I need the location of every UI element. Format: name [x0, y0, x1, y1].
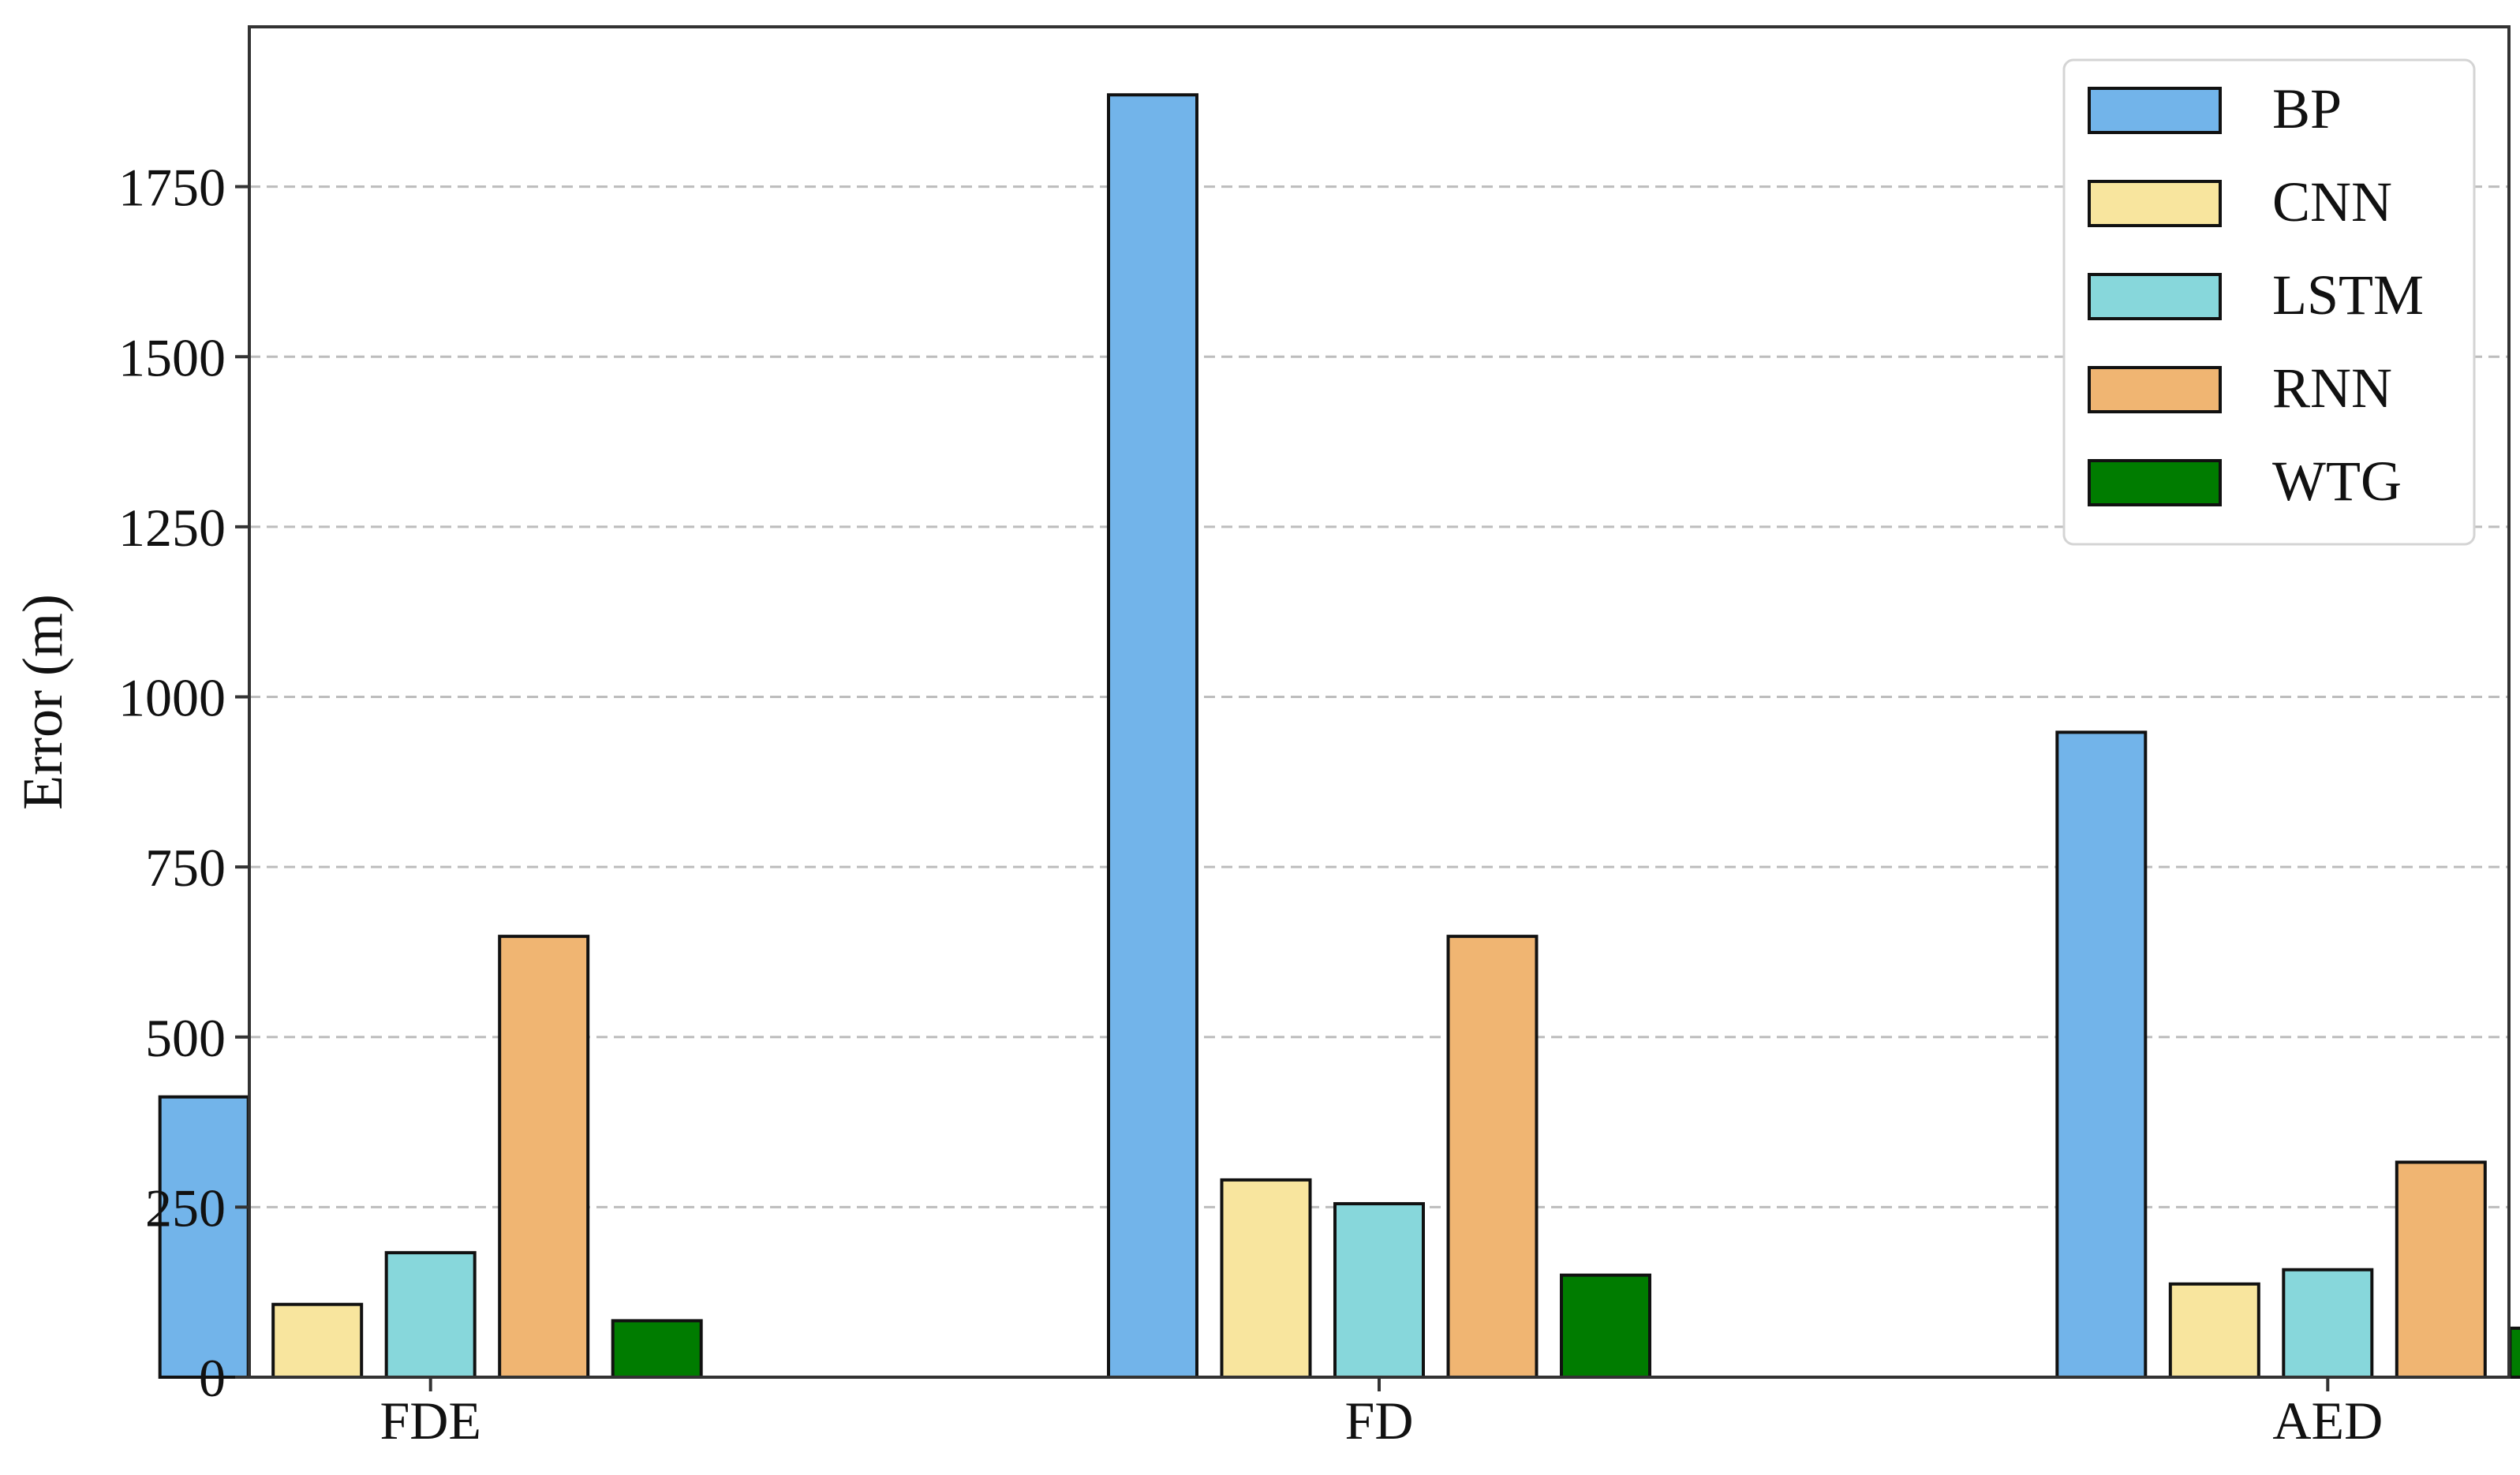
legend-label-rnn: RNN [2272, 357, 2392, 420]
y-tick-label: 750 [145, 838, 226, 898]
bars [158, 93, 2520, 1380]
x-tick-label: FD [1345, 1391, 1414, 1451]
bar-wtg-fde [611, 1319, 703, 1380]
bar-bp-aed [2055, 730, 2148, 1379]
y-tick-label: 1000 [118, 668, 226, 728]
bar-cnn-fd [1220, 1178, 1312, 1380]
y-axis: 0 250 500 750 1000 1250 1500 1750 [118, 158, 249, 1408]
y-tick-label: 1750 [118, 158, 226, 218]
bar-wtg-aed [2508, 1326, 2520, 1379]
x-tick-label: AED [2272, 1391, 2383, 1451]
y-tick-label: 1250 [118, 498, 226, 558]
bar-rnn-fd [1446, 935, 1539, 1379]
bar-cnn-fde [271, 1302, 364, 1379]
legend-swatch-lstm [2088, 273, 2222, 320]
x-tick-label: FDE [379, 1391, 480, 1451]
bar-wtg-fd [1560, 1273, 1651, 1380]
legend-swatch-cnn [2088, 180, 2222, 227]
y-tick-label: 1500 [118, 327, 226, 387]
y-tick-label: 250 [145, 1178, 226, 1238]
bar-rnn-aed [2395, 1160, 2487, 1379]
legend-label-cnn: CNN [2272, 170, 2392, 233]
legend-label-bp: BP [2272, 77, 2342, 140]
bar-cnn-aed [2168, 1282, 2260, 1379]
legend-label-lstm: LSTM [2272, 263, 2424, 327]
bar-rnn-fde [498, 935, 590, 1379]
legend-swatch-rnn [2088, 366, 2222, 413]
bar-bp-fde [158, 1095, 250, 1379]
legend: BP CNN LSTM RNN WTG [2062, 58, 2476, 546]
y-tick-label: 500 [145, 1008, 226, 1068]
legend-label-wtg: WTG [2272, 450, 2402, 513]
bar-bp-fd [1107, 93, 1198, 1380]
bar-lstm-fd [1333, 1202, 1425, 1380]
bar-lstm-fde [384, 1251, 477, 1379]
y-axis-title: Error (m) [11, 594, 74, 810]
x-axis: FDE FD AED [379, 1377, 2383, 1451]
legend-swatch-wtg [2088, 459, 2222, 506]
legend-swatch-bp [2088, 87, 2222, 134]
bar-lstm-aed [2282, 1268, 2374, 1379]
y-tick-label: 0 [199, 1348, 226, 1408]
